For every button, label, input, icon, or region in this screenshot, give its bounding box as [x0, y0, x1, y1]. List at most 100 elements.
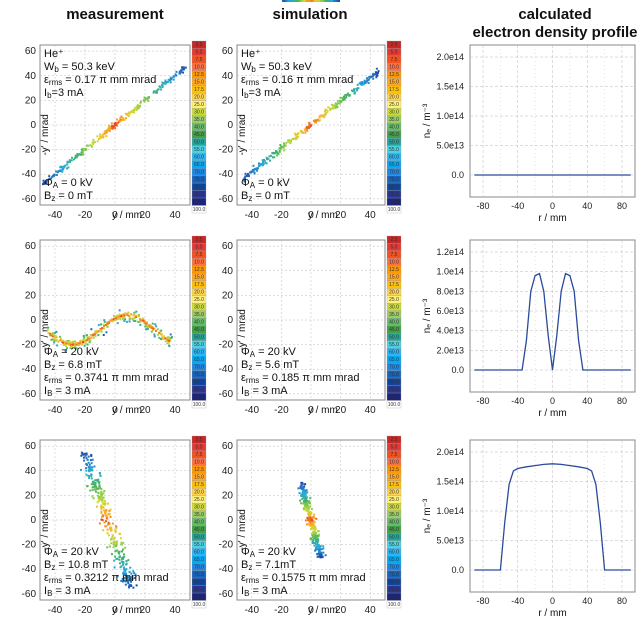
- scatter-point: [123, 118, 126, 121]
- scatter-point: [172, 75, 175, 78]
- annotation-top: Ib=3 mA: [241, 87, 281, 100]
- scatter-point: [278, 150, 281, 153]
- scatter-point: [129, 566, 132, 569]
- scatter-point: [124, 573, 127, 576]
- scatter-point: [86, 485, 89, 488]
- scatter-point: [313, 521, 316, 524]
- y-tick-label: -60: [219, 194, 234, 205]
- scatter-point: [127, 580, 130, 583]
- y-tick-label: 0: [30, 315, 36, 326]
- scatter-point: [103, 319, 106, 322]
- scatter-point: [320, 548, 323, 551]
- y-tick-label: -60: [22, 589, 37, 600]
- scatter-point: [94, 479, 97, 482]
- scatter-point: [317, 535, 320, 538]
- scatter-point: [92, 486, 95, 489]
- scatter-point: [324, 0, 327, 2]
- x-tick-label: -20: [274, 605, 289, 616]
- scatter-point: [316, 543, 319, 546]
- scatter-point: [69, 347, 72, 350]
- scatter-point: [118, 558, 121, 561]
- scatter-point: [100, 506, 103, 509]
- scatter-point: [162, 338, 165, 341]
- scatter-point: [94, 490, 97, 493]
- y-tick-label: 20: [25, 490, 37, 501]
- scatter-point: [284, 144, 287, 147]
- scatter-point: [98, 481, 101, 484]
- colorbar-swatch: [386, 600, 402, 609]
- scatter-point: [132, 110, 135, 113]
- colorbar-label: 25.0: [389, 297, 399, 303]
- scatter-point: [308, 0, 311, 2]
- scatter-point: [161, 86, 164, 89]
- x-axis-label: r / mm: [538, 213, 566, 224]
- colorbar-label: 60.0: [389, 154, 399, 160]
- y-tick-label: 6.0e13: [436, 306, 464, 316]
- scatter-point: [83, 452, 86, 455]
- x-tick-label: 0: [550, 396, 555, 406]
- x-tick-label: -20: [274, 405, 289, 416]
- annotation-bottom: ΦA = 20 kV: [241, 546, 296, 559]
- scatter-point: [307, 506, 310, 509]
- colorbar-label: 70.0: [389, 364, 399, 370]
- scatter-point: [104, 513, 107, 516]
- colorbar-label: 60.0: [389, 549, 399, 555]
- colorbar-label: 50.0: [389, 334, 399, 340]
- scatter-point: [128, 318, 131, 321]
- scatter-point: [367, 82, 370, 85]
- scatter-point: [80, 153, 83, 156]
- scatter-point: [288, 139, 291, 142]
- y-tick-label: 0: [30, 120, 36, 131]
- scatter-point: [89, 466, 92, 469]
- scatter-point: [153, 90, 156, 93]
- colorbar-label: 60.0: [194, 154, 204, 160]
- colorbar-label: 65.0: [194, 357, 204, 363]
- y-axis-label: -y' / mrad: [40, 114, 51, 155]
- scatter-point: [80, 451, 83, 454]
- scatter-point: [180, 71, 183, 74]
- y-tick-label: -60: [219, 589, 234, 600]
- scatter-point: [367, 78, 370, 81]
- scatter-point: [183, 67, 186, 70]
- scatter-point: [337, 0, 340, 2]
- scatter-point: [309, 538, 312, 541]
- scatter-point: [114, 530, 117, 533]
- colorbar-swatch: [386, 400, 402, 409]
- scatter-point: [100, 490, 103, 493]
- scatter-point: [70, 156, 73, 159]
- scatter-point: [343, 98, 346, 101]
- scatter-point: [256, 169, 259, 172]
- scatter-point: [318, 533, 321, 536]
- scatter-point: [84, 454, 87, 457]
- colorbar-label: 25.0: [389, 102, 399, 108]
- x-tick-label: 20: [139, 210, 151, 221]
- scatter-point: [118, 562, 121, 565]
- scatter-point: [276, 154, 279, 157]
- colorbar-label: 35.0: [389, 512, 399, 518]
- scatter-point: [122, 553, 125, 556]
- scatter-point: [372, 77, 375, 80]
- scatter-point: [315, 531, 318, 534]
- scatter-point: [99, 497, 102, 500]
- colorbar-label: 40.0: [194, 124, 204, 130]
- header-profile-line2: electron density profile: [472, 24, 637, 41]
- scatter-point: [72, 343, 75, 346]
- scatter-point: [114, 555, 117, 558]
- scatter-point: [121, 561, 124, 564]
- scatter-point: [304, 491, 307, 494]
- colorbar-label: 12.5: [194, 267, 204, 273]
- scatter-point: [115, 123, 118, 126]
- x-tick-label: 80: [617, 396, 627, 406]
- scatter-point: [87, 337, 90, 340]
- scatter-point: [103, 320, 106, 323]
- scatter-point: [306, 0, 309, 2]
- scatter-point: [318, 550, 321, 553]
- colorbar-label: 35.0: [389, 312, 399, 318]
- scatter-point: [114, 529, 117, 532]
- colorbar-label: 15.0: [389, 80, 399, 86]
- scatter-point: [310, 525, 313, 528]
- scatter-point: [56, 344, 59, 347]
- scatter-point: [110, 542, 113, 545]
- y-tick-label: 0: [227, 515, 233, 526]
- scatter-point: [91, 495, 94, 498]
